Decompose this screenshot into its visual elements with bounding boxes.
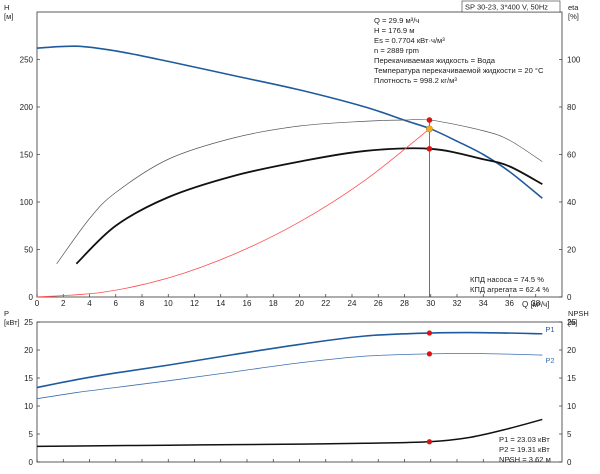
p2-marker — [426, 351, 433, 357]
info-line: Плотность = 998.2 кг/м³ — [374, 76, 457, 85]
x-tick-label: 32 — [453, 299, 462, 308]
power-line: P2 = 19.31 кВт — [499, 445, 550, 454]
y2-tick-label: 0 — [567, 458, 572, 467]
y2-tick-label: 15 — [567, 374, 576, 383]
info-line: Q = 29.9 м³/ч — [374, 16, 419, 25]
eta-total-marker — [426, 146, 433, 152]
p1-marker — [426, 330, 433, 336]
npsh-axis-title: NPSH — [568, 309, 589, 318]
curves-layer — [36, 45, 543, 448]
h-axis-unit: [м] — [4, 12, 13, 21]
y2-tick-label: 20 — [567, 346, 576, 355]
system-curve — [36, 128, 430, 298]
y-tick-label: 0 — [29, 458, 34, 467]
operating-info-block: Q = 29.9 м³/ч H = 176.9 м Es = 0.7704 кВ… — [374, 16, 544, 85]
x-tick-label: 10 — [164, 299, 173, 308]
npsh-marker — [426, 439, 433, 445]
ticks-layer: 0 2 4 6 8 10 12 14 16 18 20 22 24 26 28 30 32 34 36 3805010… — [20, 56, 581, 468]
y2-tick-label: 100 — [567, 56, 581, 65]
h-axis-title: H — [4, 3, 9, 12]
x-tick-label: 20 — [295, 299, 304, 308]
q-axis-title: Q [м³/ч] — [522, 300, 549, 309]
power-line: P1 = 23.03 кВт — [499, 435, 550, 444]
y2-tick-label: 0 — [567, 293, 572, 302]
y2-tick-label: 20 — [567, 246, 576, 255]
series-label-p1: P1 — [545, 325, 554, 334]
p2-curve — [36, 353, 543, 400]
x-tick-label: 30 — [426, 299, 435, 308]
x-tick-label: 6 — [114, 299, 119, 308]
efficiency-info-block: КПД насоса = 74.5 % КПД агрегата = 62.4 … — [470, 275, 549, 294]
npsh-curve — [36, 418, 543, 448]
power-line: NPSH = 3.62 м — [499, 455, 551, 464]
info-line: Es = 0.7704 кВт·ч/м³ — [374, 36, 445, 45]
y-tick-label: 15 — [24, 374, 33, 383]
pump-label: SP 30-23, 3*400 V, 50Hz — [465, 3, 548, 12]
eta-pump-marker — [426, 117, 433, 123]
x-tick-label: 12 — [190, 299, 199, 308]
x-tick-label: 2 — [61, 299, 66, 308]
markers-layer: P1 P2 — [425, 117, 555, 445]
y2-tick-label: 10 — [567, 402, 576, 411]
x-tick-label: 26 — [374, 299, 383, 308]
y-tick-label: 150 — [20, 151, 34, 160]
info-line: H = 176.9 м — [374, 26, 414, 35]
y-tick-label: 0 — [29, 293, 34, 302]
efficiency-line: КПД агрегата = 62.4 % — [470, 285, 549, 294]
eta-axis-unit: [%] — [568, 12, 579, 21]
x-tick-label: 14 — [216, 299, 225, 308]
x-tick-label: 28 — [400, 299, 409, 308]
y-tick-label: 100 — [20, 198, 34, 207]
x-tick-label: 18 — [269, 299, 278, 308]
info-line: n = 2889 rpm — [374, 46, 419, 55]
y2-tick-label: 60 — [567, 151, 576, 160]
y-tick-label: 20 — [24, 346, 33, 355]
info-line: Перекачиваемая жидкость = Вода — [374, 56, 496, 65]
y2-tick-label: 80 — [567, 103, 576, 112]
series-label-p2: P2 — [545, 356, 554, 365]
x-tick-label: 8 — [140, 299, 145, 308]
efficiency-line: КПД насоса = 74.5 % — [470, 275, 544, 284]
y-tick-label: 10 — [24, 402, 33, 411]
x-tick-label: 4 — [87, 299, 92, 308]
head-curve — [36, 45, 543, 199]
efficiency-total-curve — [75, 147, 543, 265]
x-tick-label: 38 — [531, 299, 540, 308]
y2-tick-label: 5 — [567, 430, 572, 439]
y-tick-label: 25 — [24, 318, 33, 327]
y-tick-label: 50 — [24, 246, 33, 255]
x-tick-label: 16 — [243, 299, 252, 308]
p-axis-unit: [кВт] — [4, 318, 20, 327]
p-axis-title: P — [4, 309, 9, 318]
x-tick-label: 36 — [505, 299, 514, 308]
efficiency-pump-curve — [56, 118, 543, 264]
y-tick-label: 5 — [29, 430, 34, 439]
npsh-axis-unit: [м] — [568, 318, 577, 327]
p1-curve — [36, 331, 543, 389]
y-tick-label: 250 — [20, 56, 34, 65]
y2-tick-label: 25 — [567, 318, 576, 327]
x-tick-label: 0 — [35, 299, 40, 308]
y2-tick-label: 40 — [567, 198, 576, 207]
x-tick-label: 34 — [479, 299, 488, 308]
power-info-block: P1 = 23.03 кВт P2 = 19.31 кВт NPSH = 3.6… — [499, 435, 551, 464]
y-tick-label: 200 — [20, 103, 34, 112]
info-line: Температура перекачиваемой жидкости = 20… — [374, 66, 544, 75]
eta-axis-title: eta — [568, 3, 579, 12]
x-tick-label: 24 — [348, 299, 357, 308]
operating-point-marker — [425, 125, 433, 133]
x-tick-label: 22 — [321, 299, 330, 308]
lower-plot-frame — [36, 321, 563, 463]
pump-label-box — [461, 0, 561, 13]
